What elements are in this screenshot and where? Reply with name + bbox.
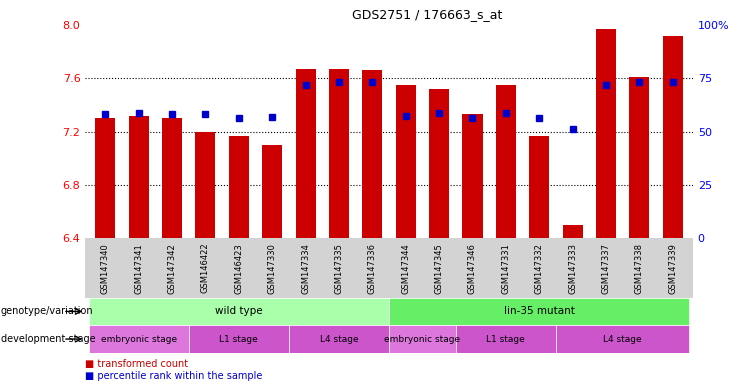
- Bar: [389, 298, 689, 325]
- Text: GSM146423: GSM146423: [234, 243, 243, 294]
- Bar: [189, 325, 289, 353]
- Bar: [596, 29, 616, 238]
- Text: L4 stage: L4 stage: [603, 334, 642, 344]
- Bar: [429, 89, 449, 238]
- Bar: [389, 325, 456, 353]
- Bar: [296, 69, 316, 238]
- Text: GSM147336: GSM147336: [368, 243, 377, 294]
- Text: L1 stage: L1 stage: [487, 334, 525, 344]
- Text: GSM147335: GSM147335: [334, 243, 343, 294]
- Text: GSM147344: GSM147344: [401, 243, 411, 294]
- Text: GSM147346: GSM147346: [468, 243, 477, 294]
- Text: genotype/variation: genotype/variation: [1, 306, 93, 316]
- Text: GSM147341: GSM147341: [134, 243, 143, 294]
- Bar: [556, 325, 689, 353]
- Bar: [96, 118, 116, 238]
- Bar: [329, 69, 349, 238]
- Bar: [396, 85, 416, 238]
- Bar: [129, 116, 149, 238]
- Text: GSM147340: GSM147340: [101, 243, 110, 294]
- Text: GSM147330: GSM147330: [268, 243, 276, 294]
- Text: L1 stage: L1 stage: [219, 334, 258, 344]
- Bar: [529, 136, 549, 238]
- Bar: [562, 225, 582, 238]
- Text: L4 stage: L4 stage: [319, 334, 358, 344]
- Text: GSM147332: GSM147332: [535, 243, 544, 294]
- Text: GSM147338: GSM147338: [635, 243, 644, 294]
- Text: GSM147339: GSM147339: [668, 243, 677, 294]
- Bar: [89, 298, 389, 325]
- Text: ■ percentile rank within the sample: ■ percentile rank within the sample: [85, 371, 262, 381]
- Bar: [196, 131, 216, 238]
- Bar: [496, 85, 516, 238]
- Bar: [289, 325, 389, 353]
- Bar: [662, 36, 682, 238]
- Text: GDS2751 / 176663_s_at: GDS2751 / 176663_s_at: [352, 8, 502, 21]
- Text: embryonic stage: embryonic stage: [385, 334, 460, 344]
- Text: development stage: development stage: [1, 334, 96, 344]
- Bar: [362, 70, 382, 238]
- Bar: [262, 145, 282, 238]
- Text: GSM147342: GSM147342: [167, 243, 176, 294]
- Text: embryonic stage: embryonic stage: [101, 334, 176, 344]
- Bar: [456, 325, 556, 353]
- Text: GSM147345: GSM147345: [435, 243, 444, 294]
- Bar: [89, 325, 189, 353]
- Text: GSM147331: GSM147331: [502, 243, 511, 294]
- Bar: [629, 77, 649, 238]
- Text: wild type: wild type: [215, 306, 262, 316]
- Text: GSM146422: GSM146422: [201, 243, 210, 293]
- Text: GSM147333: GSM147333: [568, 243, 577, 294]
- Text: GSM147337: GSM147337: [602, 243, 611, 294]
- Bar: [462, 114, 482, 238]
- Bar: [162, 118, 182, 238]
- Text: ■ transformed count: ■ transformed count: [85, 359, 188, 369]
- Bar: [229, 136, 249, 238]
- Text: GSM147334: GSM147334: [301, 243, 310, 294]
- Text: lin-35 mutant: lin-35 mutant: [504, 306, 575, 316]
